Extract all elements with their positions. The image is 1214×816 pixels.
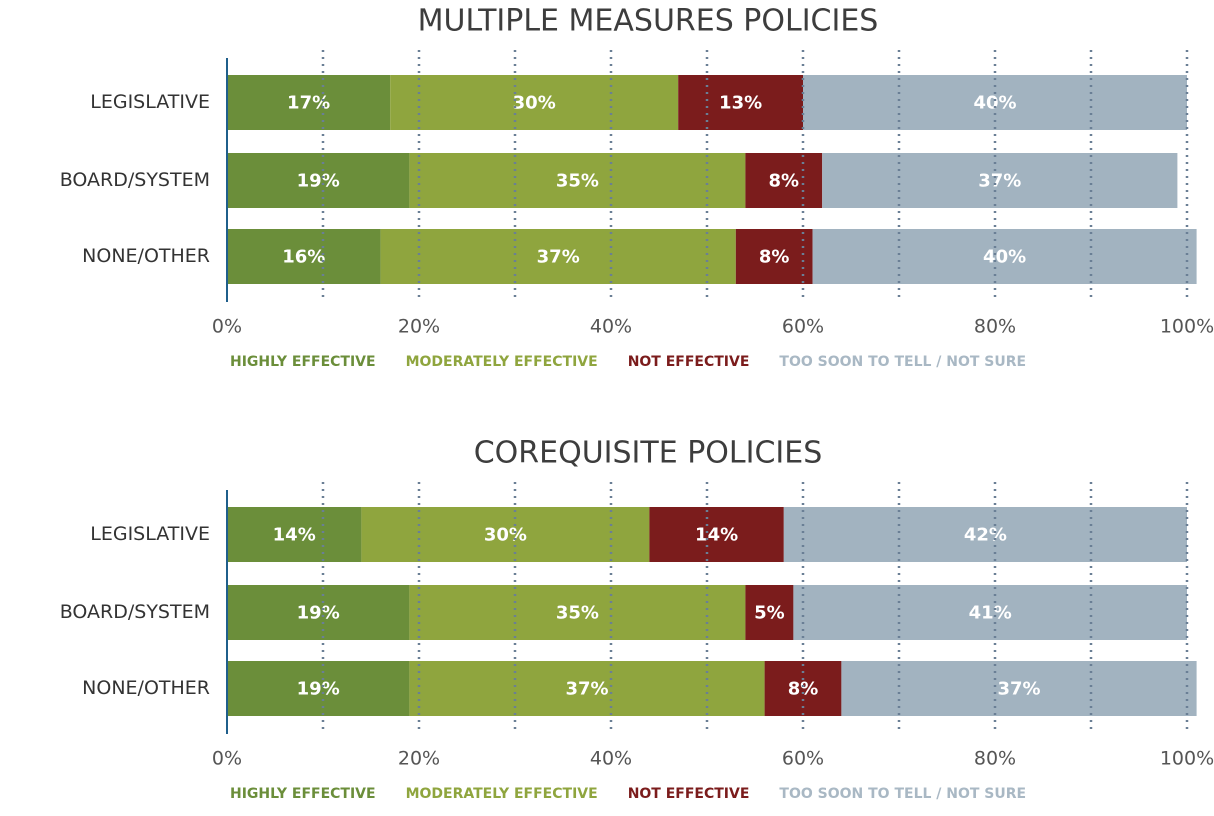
category-label: NONE/OTHER — [82, 677, 210, 699]
bar-segment — [649, 507, 784, 562]
legend-entry: NOT EFFECTIVE — [628, 354, 750, 370]
value-label: 19% — [297, 603, 340, 624]
bar-segment — [745, 153, 823, 208]
value-label: 19% — [297, 171, 340, 192]
category-label: BOARD/SYSTEM — [60, 169, 210, 191]
bar-segment — [409, 585, 746, 640]
value-label: 30% — [513, 93, 556, 114]
bar-segment — [783, 507, 1187, 562]
bar-segment — [227, 585, 410, 640]
value-label: 5% — [754, 603, 785, 624]
category-label: NONE/OTHER — [82, 245, 210, 267]
legend-entry: MODERATELY EFFECTIVE — [406, 786, 598, 802]
bar-segment — [227, 153, 410, 208]
bar-segment — [380, 229, 736, 284]
x-tick-label: 100% — [1160, 316, 1214, 338]
bar-segment — [678, 75, 803, 130]
x-tick-label: 80% — [974, 748, 1016, 770]
value-label: 8% — [769, 171, 800, 192]
bar-segment — [812, 229, 1197, 284]
value-label: 19% — [297, 679, 340, 700]
value-label: 8% — [788, 679, 819, 700]
x-tick-label: 20% — [398, 748, 440, 770]
legend-entry: TOO SOON TO TELL / NOT SURE — [779, 786, 1026, 802]
x-tick-label: 40% — [590, 748, 632, 770]
value-label: 37% — [565, 679, 608, 700]
value-label: 37% — [997, 679, 1040, 700]
value-label: 13% — [719, 93, 762, 114]
category-label: BOARD/SYSTEM — [60, 601, 210, 623]
value-label: 35% — [556, 603, 599, 624]
x-tick-label: 40% — [590, 316, 632, 338]
value-label: 40% — [983, 247, 1026, 268]
value-label: 14% — [695, 525, 738, 546]
bar-segment — [793, 585, 1187, 640]
x-tick-label: 60% — [782, 748, 824, 770]
bar-segment — [409, 153, 746, 208]
value-label: 14% — [273, 525, 316, 546]
value-label: 37% — [537, 247, 580, 268]
value-label: 42% — [964, 525, 1007, 546]
value-label: 37% — [978, 171, 1021, 192]
x-tick-label: 80% — [974, 316, 1016, 338]
chart-title: MULTIPLE MEASURES POLICIES — [418, 4, 879, 39]
bar-segment — [227, 75, 391, 130]
x-tick-label: 60% — [782, 316, 824, 338]
chart-title: COREQUISITE POLICIES — [474, 436, 823, 471]
bar-segment — [227, 661, 410, 716]
value-label: 35% — [556, 171, 599, 192]
x-tick-label: 0% — [212, 316, 242, 338]
x-tick-label: 0% — [212, 748, 242, 770]
category-label: LEGISLATIVE — [90, 91, 210, 113]
legend-entry: NOT EFFECTIVE — [628, 786, 750, 802]
legend-entry: HIGHLY EFFECTIVE — [230, 786, 376, 802]
bar-segment — [745, 585, 794, 640]
bar-segment — [822, 153, 1178, 208]
bar-segment — [361, 507, 650, 562]
bar-segment — [227, 507, 362, 562]
bar-segment — [841, 661, 1197, 716]
x-tick-label: 100% — [1160, 748, 1214, 770]
value-label: 40% — [973, 93, 1016, 114]
legend-entry: TOO SOON TO TELL / NOT SURE — [779, 354, 1026, 370]
bar-segment — [735, 229, 813, 284]
legend-entry: MODERATELY EFFECTIVE — [406, 354, 598, 370]
value-label: 17% — [287, 93, 330, 114]
value-label: 8% — [759, 247, 790, 268]
bar-segment — [227, 229, 381, 284]
x-tick-label: 20% — [398, 316, 440, 338]
bar-segment — [390, 75, 679, 130]
value-label: 16% — [282, 247, 325, 268]
value-label: 30% — [484, 525, 527, 546]
legend-entry: HIGHLY EFFECTIVE — [230, 354, 376, 370]
value-label: 41% — [969, 603, 1012, 624]
bar-segment — [409, 661, 765, 716]
category-label: LEGISLATIVE — [90, 523, 210, 545]
